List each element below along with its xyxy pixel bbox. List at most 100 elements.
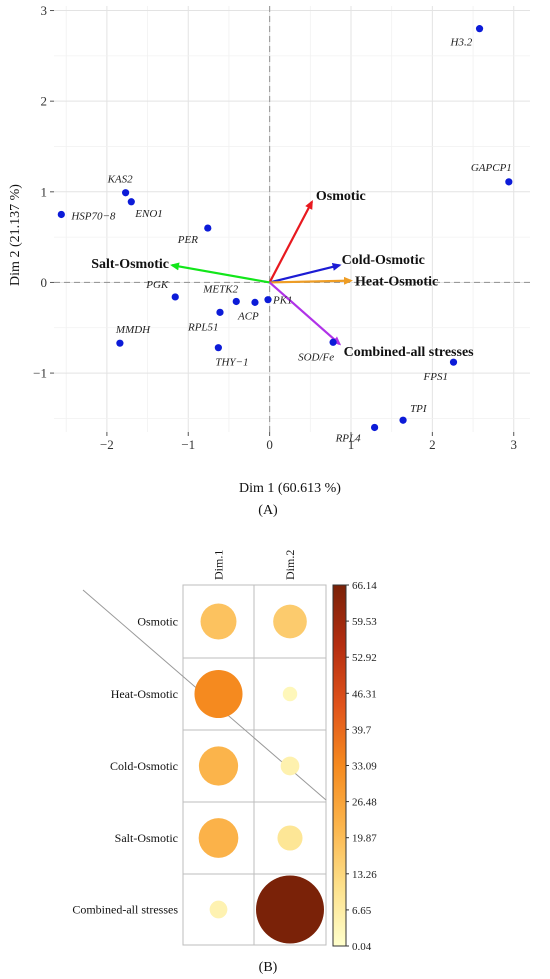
point-label-pgk: PGK (145, 279, 169, 291)
point-label-sod-fe: SOD/Fe (298, 351, 334, 363)
circle-combined-all-stresses-dim-2 (256, 875, 324, 944)
colorbar-tick-label: 46.31 (352, 688, 377, 700)
point-gapcp1 (505, 178, 513, 186)
x-tick-label: 3 (510, 437, 517, 452)
circle-combined-all-stresses-dim-1 (209, 900, 228, 919)
correlation-labels: Osmotic Heat-Osmotic Cold-Osmotic Salt-Osmo… (72, 550, 297, 917)
panel-label-b: (B) (259, 960, 278, 975)
y-tick-label: 3 (41, 3, 48, 18)
point-acp (251, 298, 259, 306)
point-h3-2 (475, 25, 484, 33)
point-tpi (399, 416, 407, 424)
point-rpl4 (370, 423, 379, 432)
colorbar: 66.14 59.53 52.92 46.31 39.7 33.09 26.48 19.87 1… (332, 580, 377, 953)
vector-label-combined-all-stresses: Combined-all stresses (344, 345, 475, 360)
colorbar-tick-label: 13.26 (352, 869, 377, 881)
biplot-grid (54, 6, 530, 432)
point-kas2 (122, 189, 130, 197)
vector-cold-osmotic (269, 263, 342, 284)
point-label-fps1: FPS1 (423, 371, 448, 383)
circle-salt-osmotic-dim-1 (198, 818, 239, 858)
biplot-tick-labels: −2 −1 0 1 2 3 −1 0 1 2 3 (33, 3, 517, 452)
biplot-points: H3.2 GAPCP1 KAS2 HSP70−8 ENO1 PER PGK METK2 ACP P… (57, 25, 513, 444)
colorbar-tick-label: 59.53 (352, 616, 377, 628)
row-label-osmotic: Osmotic (137, 615, 178, 629)
x-tick-label: 2 (429, 437, 436, 452)
point-sod-fe (329, 338, 337, 346)
point-hsp70-8 (57, 210, 65, 219)
circle-cold-osmotic-dim-2 (280, 756, 300, 776)
colorbar-tick-label: 26.48 (352, 797, 377, 809)
point-label-gapcp1: GAPCP1 (471, 162, 512, 174)
biplot-axes (54, 6, 530, 432)
y-tick-label: 0 (41, 275, 48, 290)
row-label-heat-osmotic: Heat-Osmotic (111, 687, 178, 701)
correlation-panel: Osmotic Heat-Osmotic Cold-Osmotic Salt-Osmo… (72, 550, 377, 975)
column-label-dim-1: Dim.1 (212, 550, 226, 580)
colorbar-tick-label: 19.87 (352, 833, 377, 845)
vector-heat-osmotic (269, 276, 353, 285)
row-label-cold-osmotic: Cold-Osmotic (110, 759, 178, 773)
biplot-vectors: Osmotic Cold-Osmotic Heat-Osmotic Salt-Osmo… (91, 189, 474, 360)
x-axis-label: Dim 1 (60.613 %) (239, 481, 341, 496)
point-label-kas2: KAS2 (107, 174, 134, 186)
row-label-combined-all-stresses: Combined-all stresses (72, 903, 178, 917)
y-tick-label: 2 (41, 94, 48, 109)
point-label-rpl4: RPL4 (335, 432, 362, 444)
colorbar-tick-label: 0.04 (352, 941, 372, 953)
colorbar-bar (332, 584, 347, 947)
biplot-panel: Osmotic Cold-Osmotic Heat-Osmotic Salt-Osmo… (8, 3, 530, 518)
colorbar-tick-label: 6.65 (352, 905, 372, 917)
panel-label-a: (A) (258, 503, 278, 518)
y-tick-label: 1 (41, 184, 48, 199)
column-label-dim-2: Dim.2 (283, 550, 297, 580)
point-thy-1 (214, 344, 222, 352)
point-mmdh (116, 339, 124, 347)
vector-label-osmotic: Osmotic (316, 189, 366, 204)
x-tick-label: −1 (181, 437, 195, 452)
point-label-tpi: TPI (410, 403, 428, 415)
circle-cold-osmotic-dim-1 (198, 746, 239, 786)
colorbar-tick-label: 52.92 (352, 652, 377, 664)
plot-background (54, 6, 530, 432)
correlation-circles (194, 603, 324, 944)
point-fps1 (449, 358, 458, 366)
point-label-eno1: ENO1 (134, 208, 163, 220)
point-rpl51 (216, 308, 224, 316)
row-label-salt-osmotic: Salt-Osmotic (115, 831, 178, 845)
vector-label-heat-osmotic: Heat-Osmotic (355, 275, 438, 290)
y-axis-label: Dim 2 (21.137 %) (8, 184, 23, 286)
point-pgk (171, 293, 179, 301)
point-label-h3-2: H3.2 (450, 37, 473, 49)
point-eno1 (127, 198, 135, 206)
y-tick-label: −1 (33, 366, 47, 381)
point-label-hsp70-8: HSP70−8 (70, 210, 116, 222)
x-tick-label: 0 (266, 437, 273, 452)
point-label-acp: ACP (237, 310, 259, 322)
point-per (204, 224, 212, 232)
circle-heat-osmotic-dim-2 (282, 686, 298, 702)
point-label-thy-1: THY−1 (215, 357, 248, 369)
point-label-metk2: METK2 (202, 283, 238, 295)
colorbar-tick-label: 33.09 (352, 761, 377, 773)
circle-osmotic-dim-1 (200, 603, 237, 640)
point-label-per: PER (177, 234, 198, 246)
circle-heat-osmotic-dim-1 (194, 669, 243, 719)
point-metk2 (232, 297, 240, 306)
colorbar-tick-label: 66.14 (352, 580, 377, 592)
point-label-rpl51: RPL51 (187, 321, 219, 333)
vector-combined-all-stresses (268, 281, 342, 346)
vector-salt-osmotic (170, 262, 270, 284)
colorbar-tick-label: 39.7 (352, 724, 372, 736)
vector-osmotic (268, 200, 313, 283)
point-pk1 (264, 296, 272, 304)
vector-label-cold-osmotic: Cold-Osmotic (342, 253, 425, 268)
x-tick-label: −2 (100, 437, 114, 452)
point-label-mmdh: MMDH (115, 324, 151, 336)
point-label-pk1: PK1 (272, 295, 293, 307)
x-tick-label: 1 (348, 437, 355, 452)
circle-osmotic-dim-2 (273, 604, 307, 639)
circle-salt-osmotic-dim-2 (277, 825, 303, 851)
vector-label-salt-osmotic: Salt-Osmotic (91, 257, 169, 272)
